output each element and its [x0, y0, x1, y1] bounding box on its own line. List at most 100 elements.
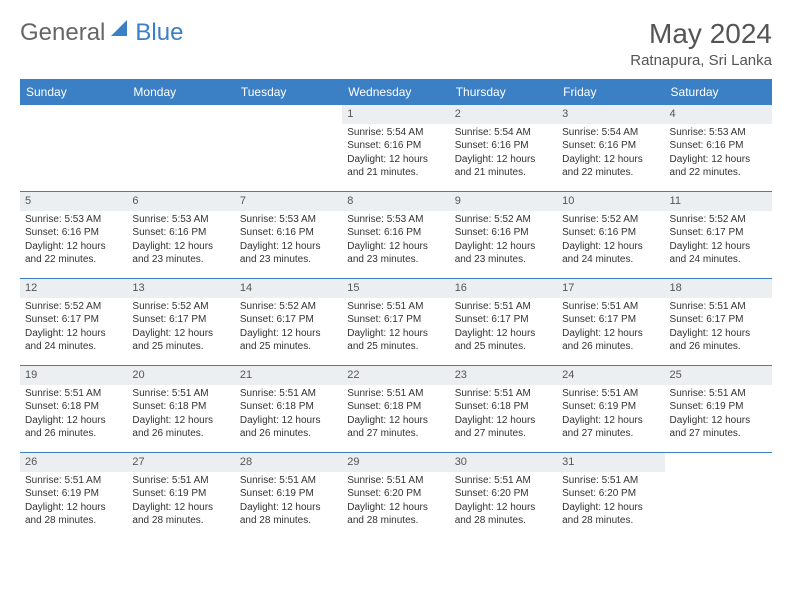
calendar-cell: 23Sunrise: 5:51 AMSunset: 6:18 PMDayligh…	[450, 366, 557, 452]
sunset-line: Sunset: 6:16 PM	[347, 139, 444, 153]
daylight-line: Daylight: 12 hours and 22 minutes.	[25, 240, 122, 267]
sunset-line: Sunset: 6:16 PM	[562, 226, 659, 240]
calendar-cell: 26Sunrise: 5:51 AMSunset: 6:19 PMDayligh…	[20, 453, 127, 539]
sunset-line: Sunset: 6:19 PM	[240, 487, 337, 501]
sunset-line: Sunset: 6:16 PM	[455, 139, 552, 153]
calendar-cell: 8Sunrise: 5:53 AMSunset: 6:16 PMDaylight…	[342, 192, 449, 278]
sunrise-line: Sunrise: 5:53 AM	[25, 213, 122, 227]
daylight-line: Daylight: 12 hours and 23 minutes.	[132, 240, 229, 267]
day-number: 23	[450, 366, 557, 385]
cell-body: Sunrise: 5:53 AMSunset: 6:16 PMDaylight:…	[127, 212, 234, 270]
daylight-line: Daylight: 12 hours and 28 minutes.	[455, 501, 552, 528]
week-row: 1Sunrise: 5:54 AMSunset: 6:16 PMDaylight…	[20, 104, 772, 191]
calendar-cell-empty	[20, 105, 127, 191]
calendar-cell: 29Sunrise: 5:51 AMSunset: 6:20 PMDayligh…	[342, 453, 449, 539]
cell-body: Sunrise: 5:51 AMSunset: 6:18 PMDaylight:…	[450, 386, 557, 444]
sunrise-line: Sunrise: 5:51 AM	[25, 474, 122, 488]
day-number: 9	[450, 192, 557, 211]
calendar-cell: 14Sunrise: 5:52 AMSunset: 6:17 PMDayligh…	[235, 279, 342, 365]
sunrise-line: Sunrise: 5:54 AM	[347, 126, 444, 140]
calendar-cell: 24Sunrise: 5:51 AMSunset: 6:19 PMDayligh…	[557, 366, 664, 452]
cell-body: Sunrise: 5:54 AMSunset: 6:16 PMDaylight:…	[342, 125, 449, 183]
calendar-cell: 9Sunrise: 5:52 AMSunset: 6:16 PMDaylight…	[450, 192, 557, 278]
calendar-cell-empty	[235, 105, 342, 191]
cell-body: Sunrise: 5:51 AMSunset: 6:19 PMDaylight:…	[665, 386, 772, 444]
day-header: Friday	[557, 80, 664, 104]
day-number: 13	[127, 279, 234, 298]
sunset-line: Sunset: 6:17 PM	[347, 313, 444, 327]
sunset-line: Sunset: 6:16 PM	[132, 226, 229, 240]
day-header: Saturday	[665, 80, 772, 104]
calendar-cell: 31Sunrise: 5:51 AMSunset: 6:20 PMDayligh…	[557, 453, 664, 539]
day-number: 28	[235, 453, 342, 472]
calendar-cell: 3Sunrise: 5:54 AMSunset: 6:16 PMDaylight…	[557, 105, 664, 191]
daylight-line: Daylight: 12 hours and 21 minutes.	[347, 153, 444, 180]
day-number: 14	[235, 279, 342, 298]
daylight-line: Daylight: 12 hours and 25 minutes.	[240, 327, 337, 354]
cell-body: Sunrise: 5:52 AMSunset: 6:17 PMDaylight:…	[127, 299, 234, 357]
sunrise-line: Sunrise: 5:51 AM	[132, 387, 229, 401]
sunset-line: Sunset: 6:16 PM	[455, 226, 552, 240]
day-number: 29	[342, 453, 449, 472]
daylight-line: Daylight: 12 hours and 25 minutes.	[347, 327, 444, 354]
daylight-line: Daylight: 12 hours and 28 minutes.	[132, 501, 229, 528]
cell-body: Sunrise: 5:51 AMSunset: 6:20 PMDaylight:…	[450, 473, 557, 531]
cell-body: Sunrise: 5:51 AMSunset: 6:20 PMDaylight:…	[557, 473, 664, 531]
day-number: 5	[20, 192, 127, 211]
sunrise-line: Sunrise: 5:52 AM	[132, 300, 229, 314]
day-number: 6	[127, 192, 234, 211]
sunset-line: Sunset: 6:19 PM	[562, 400, 659, 414]
sunset-line: Sunset: 6:17 PM	[455, 313, 552, 327]
daylight-line: Daylight: 12 hours and 26 minutes.	[562, 327, 659, 354]
day-number: 18	[665, 279, 772, 298]
day-number: 26	[20, 453, 127, 472]
calendar-body: 1Sunrise: 5:54 AMSunset: 6:16 PMDaylight…	[20, 104, 772, 539]
day-number: 1	[342, 105, 449, 124]
sunset-line: Sunset: 6:16 PM	[25, 226, 122, 240]
daylight-line: Daylight: 12 hours and 27 minutes.	[347, 414, 444, 441]
sunrise-line: Sunrise: 5:53 AM	[670, 126, 767, 140]
daylight-line: Daylight: 12 hours and 25 minutes.	[132, 327, 229, 354]
sunrise-line: Sunrise: 5:51 AM	[347, 387, 444, 401]
cell-body: Sunrise: 5:53 AMSunset: 6:16 PMDaylight:…	[342, 212, 449, 270]
day-number: 7	[235, 192, 342, 211]
sunrise-line: Sunrise: 5:52 AM	[455, 213, 552, 227]
day-number: 31	[557, 453, 664, 472]
daylight-line: Daylight: 12 hours and 26 minutes.	[132, 414, 229, 441]
daylight-line: Daylight: 12 hours and 26 minutes.	[240, 414, 337, 441]
sunset-line: Sunset: 6:17 PM	[240, 313, 337, 327]
sunset-line: Sunset: 6:17 PM	[562, 313, 659, 327]
sunset-line: Sunset: 6:17 PM	[670, 313, 767, 327]
calendar-cell: 15Sunrise: 5:51 AMSunset: 6:17 PMDayligh…	[342, 279, 449, 365]
day-header: Sunday	[20, 80, 127, 104]
daylight-line: Daylight: 12 hours and 28 minutes.	[25, 501, 122, 528]
brand-text-1: General	[20, 19, 105, 47]
sunset-line: Sunset: 6:18 PM	[25, 400, 122, 414]
day-header: Monday	[127, 80, 234, 104]
sunset-line: Sunset: 6:17 PM	[25, 313, 122, 327]
day-number: 12	[20, 279, 127, 298]
daylight-line: Daylight: 12 hours and 22 minutes.	[562, 153, 659, 180]
sunrise-line: Sunrise: 5:52 AM	[562, 213, 659, 227]
daylight-line: Daylight: 12 hours and 24 minutes.	[25, 327, 122, 354]
location: Ratnapura, Sri Lanka	[630, 52, 772, 69]
calendar-cell: 2Sunrise: 5:54 AMSunset: 6:16 PMDaylight…	[450, 105, 557, 191]
week-row: 5Sunrise: 5:53 AMSunset: 6:16 PMDaylight…	[20, 191, 772, 278]
day-number: 16	[450, 279, 557, 298]
cell-body: Sunrise: 5:53 AMSunset: 6:16 PMDaylight:…	[20, 212, 127, 270]
day-number: 2	[450, 105, 557, 124]
calendar-cell: 4Sunrise: 5:53 AMSunset: 6:16 PMDaylight…	[665, 105, 772, 191]
cell-body: Sunrise: 5:51 AMSunset: 6:18 PMDaylight:…	[20, 386, 127, 444]
sunrise-line: Sunrise: 5:51 AM	[240, 387, 337, 401]
sunset-line: Sunset: 6:16 PM	[240, 226, 337, 240]
week-row: 12Sunrise: 5:52 AMSunset: 6:17 PMDayligh…	[20, 278, 772, 365]
sunset-line: Sunset: 6:20 PM	[562, 487, 659, 501]
daylight-line: Daylight: 12 hours and 26 minutes.	[670, 327, 767, 354]
day-number: 20	[127, 366, 234, 385]
calendar-cell: 28Sunrise: 5:51 AMSunset: 6:19 PMDayligh…	[235, 453, 342, 539]
calendar-cell: 19Sunrise: 5:51 AMSunset: 6:18 PMDayligh…	[20, 366, 127, 452]
cell-body: Sunrise: 5:52 AMSunset: 6:16 PMDaylight:…	[557, 212, 664, 270]
cell-body: Sunrise: 5:52 AMSunset: 6:17 PMDaylight:…	[665, 212, 772, 270]
daylight-line: Daylight: 12 hours and 22 minutes.	[670, 153, 767, 180]
daylight-line: Daylight: 12 hours and 24 minutes.	[670, 240, 767, 267]
